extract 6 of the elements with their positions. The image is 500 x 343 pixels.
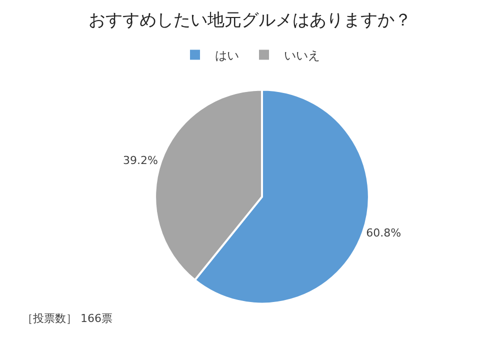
data-label: 39.2% bbox=[122, 154, 158, 167]
chart-title: おすすめしたい地元グルメはありますか？ bbox=[88, 10, 412, 31]
legend-label: はい bbox=[215, 48, 239, 62]
data-label: 60.8% bbox=[366, 226, 402, 240]
legend-label: いいえ bbox=[284, 48, 320, 62]
text: ［投票数］ 166票 bbox=[22, 312, 112, 325]
